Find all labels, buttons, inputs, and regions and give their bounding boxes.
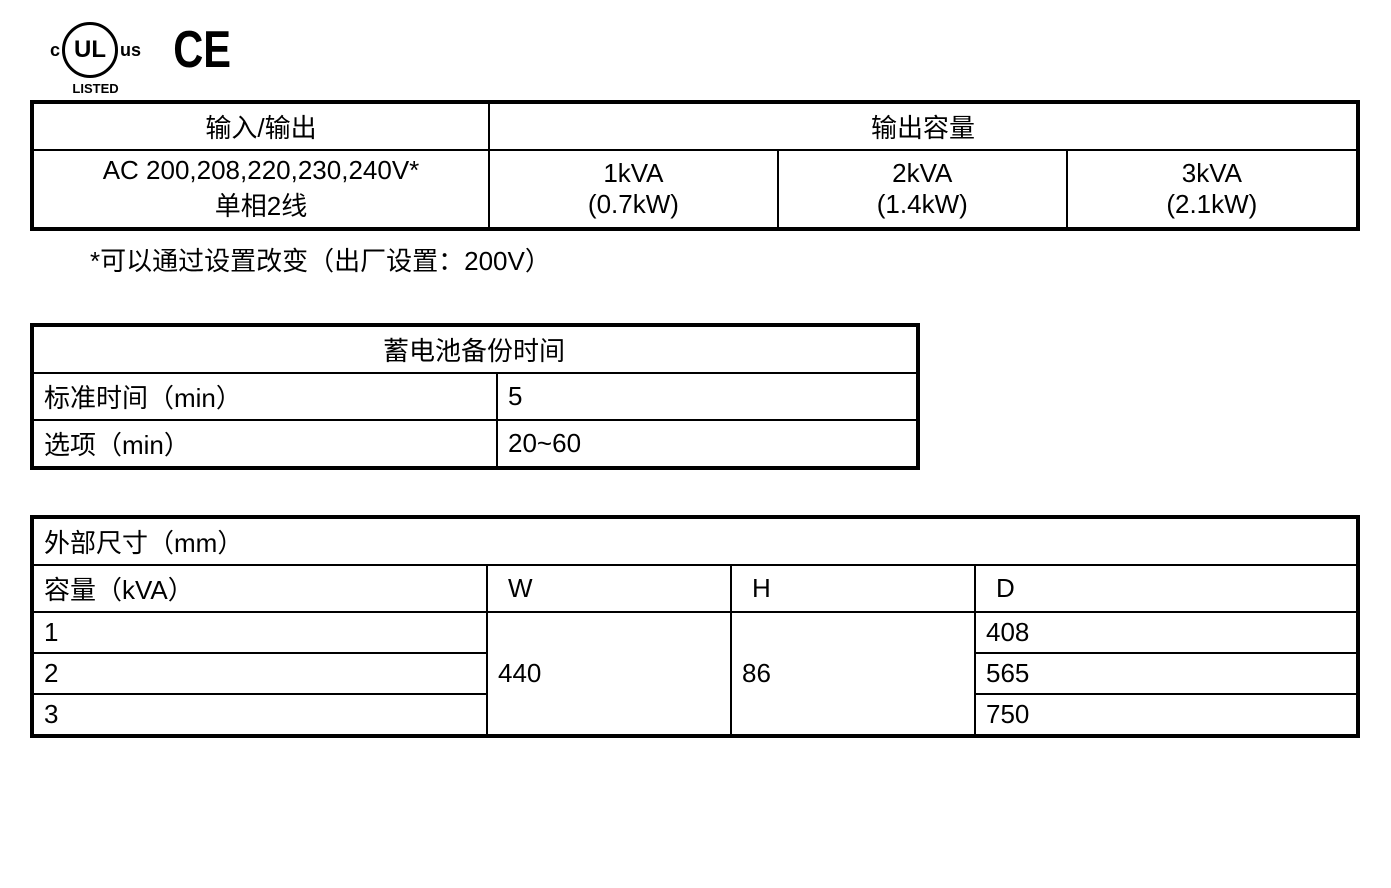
footnote-text: *可以通过设置改变（出厂设置：200V） <box>90 241 1361 278</box>
header-io: 输入/输出 <box>32 102 489 150</box>
capacity-cell-2: 2kVA (1.4kW) <box>778 150 1067 229</box>
capacity-cell-3: 3kVA (2.1kW) <box>1067 150 1358 229</box>
dim-d-value: 750 <box>975 694 1358 736</box>
ul-c-text: c <box>50 40 60 61</box>
capacity-kw: (2.1kW) <box>1080 189 1344 220</box>
capacity-cell-1: 1kVA (0.7kW) <box>489 150 778 229</box>
ul-circle-icon: UL <box>62 22 118 78</box>
col-h-label: H <box>731 565 975 612</box>
dim-row-capacity: 3 <box>32 694 487 736</box>
header-battery: 蓄电池备份时间 <box>32 325 918 373</box>
dim-d-value: 408 <box>975 612 1358 653</box>
ul-listed-text: LISTED <box>72 81 118 96</box>
ul-listed-logo: c UL us LISTED <box>50 22 141 78</box>
header-dimensions: 外部尺寸（mm） <box>32 517 1358 565</box>
col-w-label: W <box>487 565 731 612</box>
capacity-kw: (1.4kW) <box>791 189 1054 220</box>
dimensions-table: 外部尺寸（mm） 容量（kVA） W H D 1 440 86 408 2 56… <box>30 515 1360 738</box>
dim-w-value: 440 <box>487 612 731 736</box>
capacity-kva: 2kVA <box>791 158 1054 189</box>
ul-us-text: us <box>120 40 141 61</box>
input-output-capacity-table: 输入/输出 输出容量 AC 200,208,220,230,240V* 单相2线… <box>30 100 1360 231</box>
dim-h-value: 86 <box>731 612 975 736</box>
battery-backup-table: 蓄电池备份时间 标准时间（min） 5 选项（min） 20~60 <box>30 323 920 470</box>
dim-d-value: 565 <box>975 653 1358 694</box>
col-capacity-label: 容量（kVA） <box>32 565 487 612</box>
capacity-kw: (0.7kW) <box>502 189 765 220</box>
header-capacity: 输出容量 <box>489 102 1358 150</box>
certification-logos: c UL us LISTED CE <box>50 20 1361 80</box>
ce-logo-icon: CE <box>173 20 231 80</box>
capacity-kva: 3kVA <box>1080 158 1344 189</box>
capacity-kva: 1kVA <box>502 158 765 189</box>
standard-time-value: 5 <box>497 373 918 420</box>
io-phase: 单相2线 <box>46 186 476 223</box>
io-spec-cell: AC 200,208,220,230,240V* 单相2线 <box>32 150 489 229</box>
dim-row-capacity: 1 <box>32 612 487 653</box>
dim-row-capacity: 2 <box>32 653 487 694</box>
option-time-label: 选项（min） <box>32 420 497 468</box>
option-time-value: 20~60 <box>497 420 918 468</box>
col-d-label: D <box>975 565 1358 612</box>
standard-time-label: 标准时间（min） <box>32 373 497 420</box>
io-voltage: AC 200,208,220,230,240V* <box>46 155 476 186</box>
